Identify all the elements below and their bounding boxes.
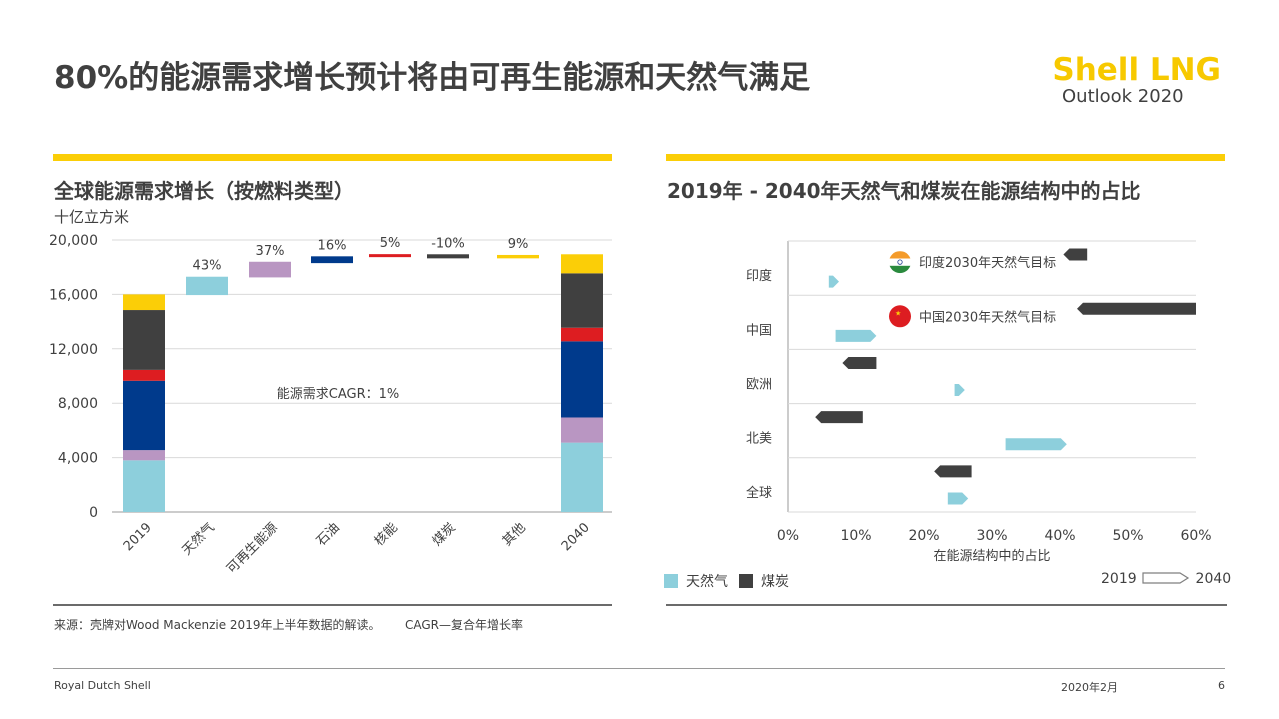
region-label: 全球 xyxy=(746,485,772,501)
legend-period: 2019 2040 xyxy=(1101,571,1231,587)
india-flag-icon xyxy=(889,251,911,274)
legend-to-label: 2040 xyxy=(1195,571,1232,587)
bar-2040-renewables xyxy=(561,417,603,443)
arrow-gas xyxy=(1005,438,1067,451)
flag-star: ★ xyxy=(895,309,901,317)
legend-coal-swatch xyxy=(739,574,753,588)
source-note: 来源：壳牌对Wood Mackenzie 2019年上半年数据的解读。 xyxy=(54,618,381,632)
left-bottom-rule xyxy=(53,604,612,606)
waterfall-chart: 0 4,000 8,000 12,000 16,000 20,000 43% 37% 16% 5%… xyxy=(49,233,612,577)
arrow-gas xyxy=(954,384,965,397)
legend-arrow-icon xyxy=(1142,572,1190,584)
delta-bar-other xyxy=(497,254,539,259)
x-tick-label: 天然气 xyxy=(179,520,218,559)
bar-2019-gas xyxy=(123,460,165,512)
x-axis-title: 在能源结构中的占比 xyxy=(933,548,1050,564)
x-tick-label: 40% xyxy=(1044,528,1075,544)
arrow-gas xyxy=(828,275,839,288)
left-accent-bar xyxy=(53,154,612,161)
cagr-annotation: 能源需求CAGR：1% xyxy=(277,387,399,402)
footer-company: Royal Dutch Shell xyxy=(54,679,151,692)
delta-label: 9% xyxy=(508,237,529,252)
cagr-note: CAGR—复合年增长率 xyxy=(405,618,524,632)
bar-2019-oil xyxy=(123,380,165,451)
bar-2040-oil xyxy=(561,341,603,418)
delta-bar-renewables xyxy=(249,261,291,278)
delta-bar-coal xyxy=(427,254,469,259)
y-tick-label: 0 xyxy=(89,505,98,521)
y-tick-label: 12,000 xyxy=(49,342,98,358)
flag-band-saffron xyxy=(889,251,911,259)
x-tick-label: 煤炭 xyxy=(430,520,459,549)
x-tick-label: 核能 xyxy=(372,520,401,549)
arrow-coal xyxy=(1077,302,1196,315)
delta-label: -10% xyxy=(431,236,465,251)
arrow-coal xyxy=(842,356,877,369)
arrow-gas xyxy=(947,492,969,505)
x-tick-label: 60% xyxy=(1180,528,1211,544)
brand-logo-subtitle: Outlook 2020 xyxy=(1062,86,1184,107)
arrow-gas xyxy=(835,329,877,342)
x-tick-label: 石油 xyxy=(314,520,343,549)
arrow-coal xyxy=(934,465,972,478)
arrow-coal xyxy=(815,411,863,424)
region-label: 印度 xyxy=(746,268,772,284)
x-tick-label: 其他 xyxy=(500,520,529,549)
region-label: 北美 xyxy=(746,432,772,447)
flag-band-green xyxy=(889,265,911,274)
right-accent-bar xyxy=(666,154,1225,161)
flag-wheel xyxy=(897,259,903,265)
delta-label: 37% xyxy=(256,244,285,259)
right-chart-title: 2019年 - 2040年天然气和煤炭在能源结构中的占比 xyxy=(667,179,1141,203)
bar-2019-other xyxy=(123,294,165,311)
x-tick-label: 2019 xyxy=(121,520,155,554)
legend-gas: 天然气 xyxy=(664,571,728,591)
x-tick-label: 10% xyxy=(840,528,871,544)
brand-logo: Shell LNG xyxy=(1052,52,1221,88)
legend-coal-label: 煤炭 xyxy=(761,574,789,590)
delta-bar-gas xyxy=(186,276,228,296)
x-tick-label: 2040 xyxy=(559,520,593,554)
y-tick-label: 4,000 xyxy=(58,451,98,467)
region-label: 欧洲 xyxy=(746,378,772,393)
delta-bar-nuclear xyxy=(369,254,411,258)
bar-2040-other xyxy=(561,254,603,274)
flag-band-white xyxy=(889,258,911,266)
legend-coal: 煤炭 xyxy=(739,571,789,591)
y-tick-label: 8,000 xyxy=(58,396,98,412)
delta-label: 16% xyxy=(318,238,347,253)
bar-2019-coal xyxy=(123,310,165,370)
x-tick-label: 30% xyxy=(976,528,1007,544)
target-label: 印度2030年天然气目标 xyxy=(919,255,1056,271)
left-chart-title: 全球能源需求增长（按燃料类型） xyxy=(54,179,354,203)
delta-label: 5% xyxy=(380,236,401,251)
footer-rule xyxy=(53,668,1225,669)
y-tick-label: 16,000 xyxy=(49,287,98,303)
right-bottom-rule xyxy=(666,604,1227,606)
x-tick-label: 20% xyxy=(908,528,939,544)
target-label: 中国2030年天然气目标 xyxy=(919,309,1056,325)
china-flag-icon xyxy=(889,305,911,328)
x-tick-label: 可再生能源 xyxy=(224,520,281,577)
y-tick-label: 20,000 xyxy=(49,233,98,249)
footer-page-number: 6 xyxy=(1218,679,1225,692)
x-tick-label: 50% xyxy=(1112,528,1143,544)
bar-2040-coal xyxy=(561,273,603,328)
footer-date: 2020年2月 xyxy=(1061,681,1118,694)
legend-gas-swatch xyxy=(664,574,678,588)
region-label: 中国 xyxy=(746,323,772,338)
bar-2040-gas xyxy=(561,442,603,512)
x-tick-label: 0% xyxy=(777,528,799,544)
bar-2019-renewables xyxy=(123,450,165,461)
legend-gas-label: 天然气 xyxy=(686,574,728,590)
arrow-coal xyxy=(1063,248,1088,261)
delta-bar-oil xyxy=(311,256,353,264)
left-chart-unit: 十亿立方米 xyxy=(54,208,130,226)
bar-2019-nuclear xyxy=(123,369,165,381)
bar-2040-nuclear xyxy=(561,327,603,342)
legend-from-label: 2019 xyxy=(1101,571,1137,587)
page-title: 80%的能源需求增长预计将由可再生能源和天然气满足 xyxy=(54,60,811,96)
delta-label: 43% xyxy=(193,259,222,274)
